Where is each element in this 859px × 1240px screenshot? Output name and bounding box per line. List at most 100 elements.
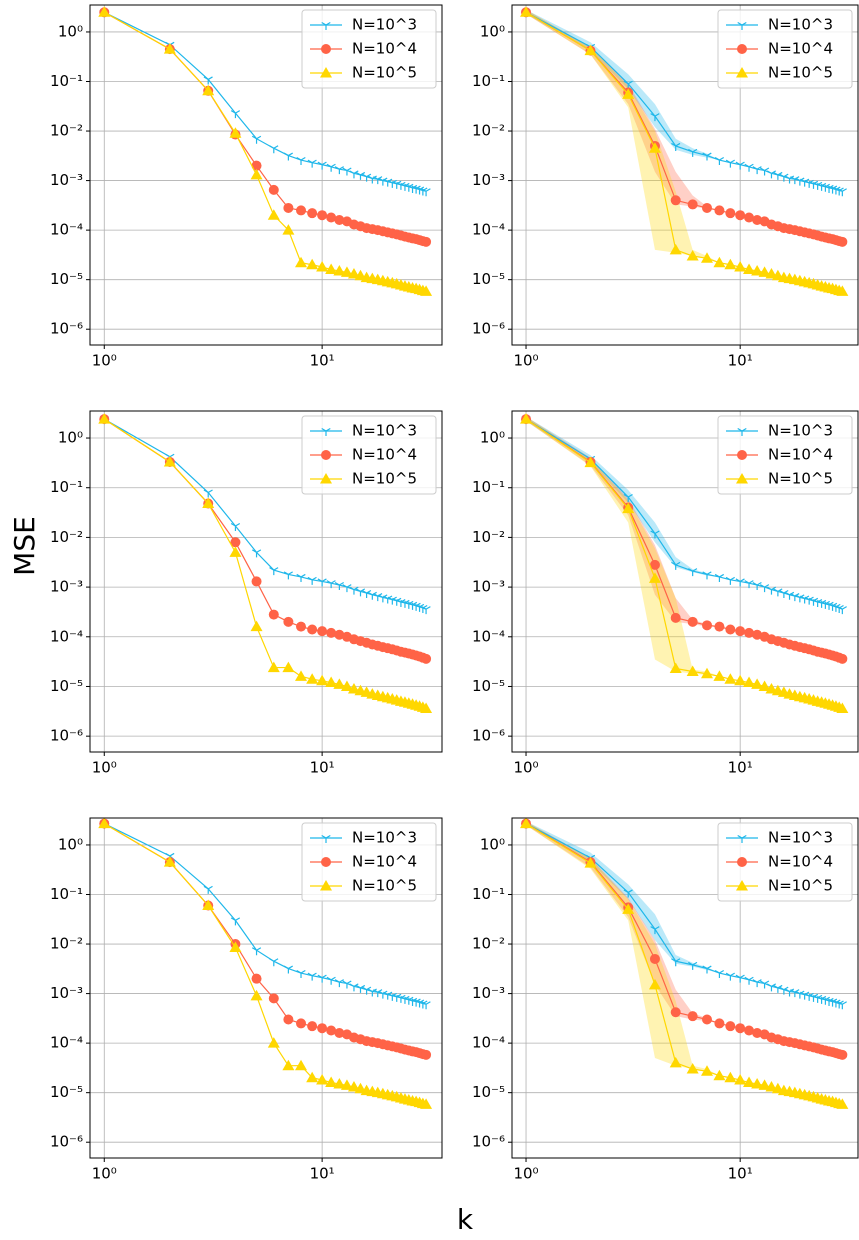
marker xyxy=(334,166,344,175)
marker xyxy=(779,173,789,182)
x-tick-label: 10⁰ xyxy=(92,759,117,777)
marker xyxy=(268,184,279,195)
marker xyxy=(752,582,762,591)
y-tick-label: 10⁻⁴ xyxy=(472,1034,505,1052)
legend-label: N=10^5 xyxy=(768,877,833,895)
marker xyxy=(702,620,713,631)
marker xyxy=(230,917,241,926)
marker xyxy=(752,979,762,988)
marker xyxy=(714,205,725,216)
axes-frame xyxy=(89,410,443,753)
y-tick-label: 10⁰ xyxy=(480,429,505,447)
marker xyxy=(714,157,725,166)
marker xyxy=(744,627,755,638)
marker xyxy=(250,989,263,1001)
marker xyxy=(520,413,533,424)
marker xyxy=(321,44,331,54)
y-tick-label: 10⁻⁴ xyxy=(472,627,505,645)
marker xyxy=(702,152,712,161)
marker xyxy=(202,497,215,509)
legend-box xyxy=(717,415,853,495)
marker xyxy=(296,205,307,216)
y-tick-label: 10⁻³ xyxy=(50,578,83,596)
marker xyxy=(317,1023,328,1034)
legend-box xyxy=(301,822,437,902)
marker xyxy=(687,616,698,627)
marker xyxy=(735,161,745,170)
marker xyxy=(737,44,747,54)
marker xyxy=(713,1069,726,1081)
error-band xyxy=(526,416,843,709)
marker xyxy=(421,606,431,615)
marker xyxy=(773,984,783,993)
marker xyxy=(340,1079,353,1090)
marker xyxy=(735,578,745,587)
marker xyxy=(229,941,242,953)
marker xyxy=(702,1014,713,1025)
x-tick-label: 10¹ xyxy=(310,352,335,370)
marker xyxy=(230,537,241,548)
marker xyxy=(714,1018,725,1029)
marker xyxy=(387,179,397,188)
marker xyxy=(317,161,327,170)
y-tick-label: 10⁻⁶ xyxy=(50,1133,83,1151)
marker xyxy=(736,473,748,484)
marker xyxy=(670,195,681,206)
error-band xyxy=(526,821,843,1105)
y-tick-label: 10⁻² xyxy=(50,935,83,953)
marker xyxy=(623,889,633,898)
marker xyxy=(837,1001,847,1010)
marker xyxy=(421,653,432,664)
marker xyxy=(251,549,262,558)
y-tick-label: 10⁻⁶ xyxy=(50,727,83,745)
marker xyxy=(268,993,279,1004)
marker xyxy=(702,965,712,974)
marker xyxy=(230,522,241,531)
marker xyxy=(320,880,332,891)
marker xyxy=(349,983,359,992)
marker xyxy=(744,212,755,223)
y-tick-label: 10⁻⁶ xyxy=(472,1133,505,1151)
marker xyxy=(316,674,329,686)
legend: N=10^3 N=10^4 N=10^5 xyxy=(301,415,437,495)
x-tick-label: 10⁰ xyxy=(92,1165,117,1183)
y-tick-label: 10⁻¹ xyxy=(472,72,505,90)
marker xyxy=(671,142,681,151)
legend-box xyxy=(301,9,437,89)
marker xyxy=(725,576,735,585)
marker xyxy=(267,1037,280,1048)
marker xyxy=(420,285,433,296)
marker xyxy=(163,856,176,867)
marker xyxy=(648,142,661,153)
marker xyxy=(737,857,747,867)
marker xyxy=(349,586,359,595)
marker xyxy=(268,609,279,620)
marker xyxy=(307,159,317,168)
marker xyxy=(714,621,725,632)
marker xyxy=(751,1077,764,1089)
marker xyxy=(714,573,725,582)
marker xyxy=(725,624,736,635)
marker xyxy=(325,263,338,275)
marker xyxy=(836,1098,849,1109)
marker xyxy=(163,455,176,467)
marker xyxy=(837,653,848,664)
marker xyxy=(837,236,848,247)
x-tick-label: 10¹ xyxy=(728,759,753,777)
marker xyxy=(766,170,777,179)
y-tick-label: 10⁰ xyxy=(480,22,505,40)
marker xyxy=(584,857,597,868)
y-tick-label: 10⁻¹ xyxy=(50,885,83,903)
marker xyxy=(702,202,713,213)
marker xyxy=(622,88,635,99)
marker xyxy=(98,413,111,424)
marker xyxy=(837,1049,848,1060)
marker xyxy=(734,261,747,272)
marker xyxy=(420,702,433,714)
y-tick-label: 10⁻¹ xyxy=(472,478,505,496)
marker xyxy=(649,953,660,964)
y-tick-label: 10⁻⁶ xyxy=(472,320,505,338)
legend-box xyxy=(301,415,437,495)
